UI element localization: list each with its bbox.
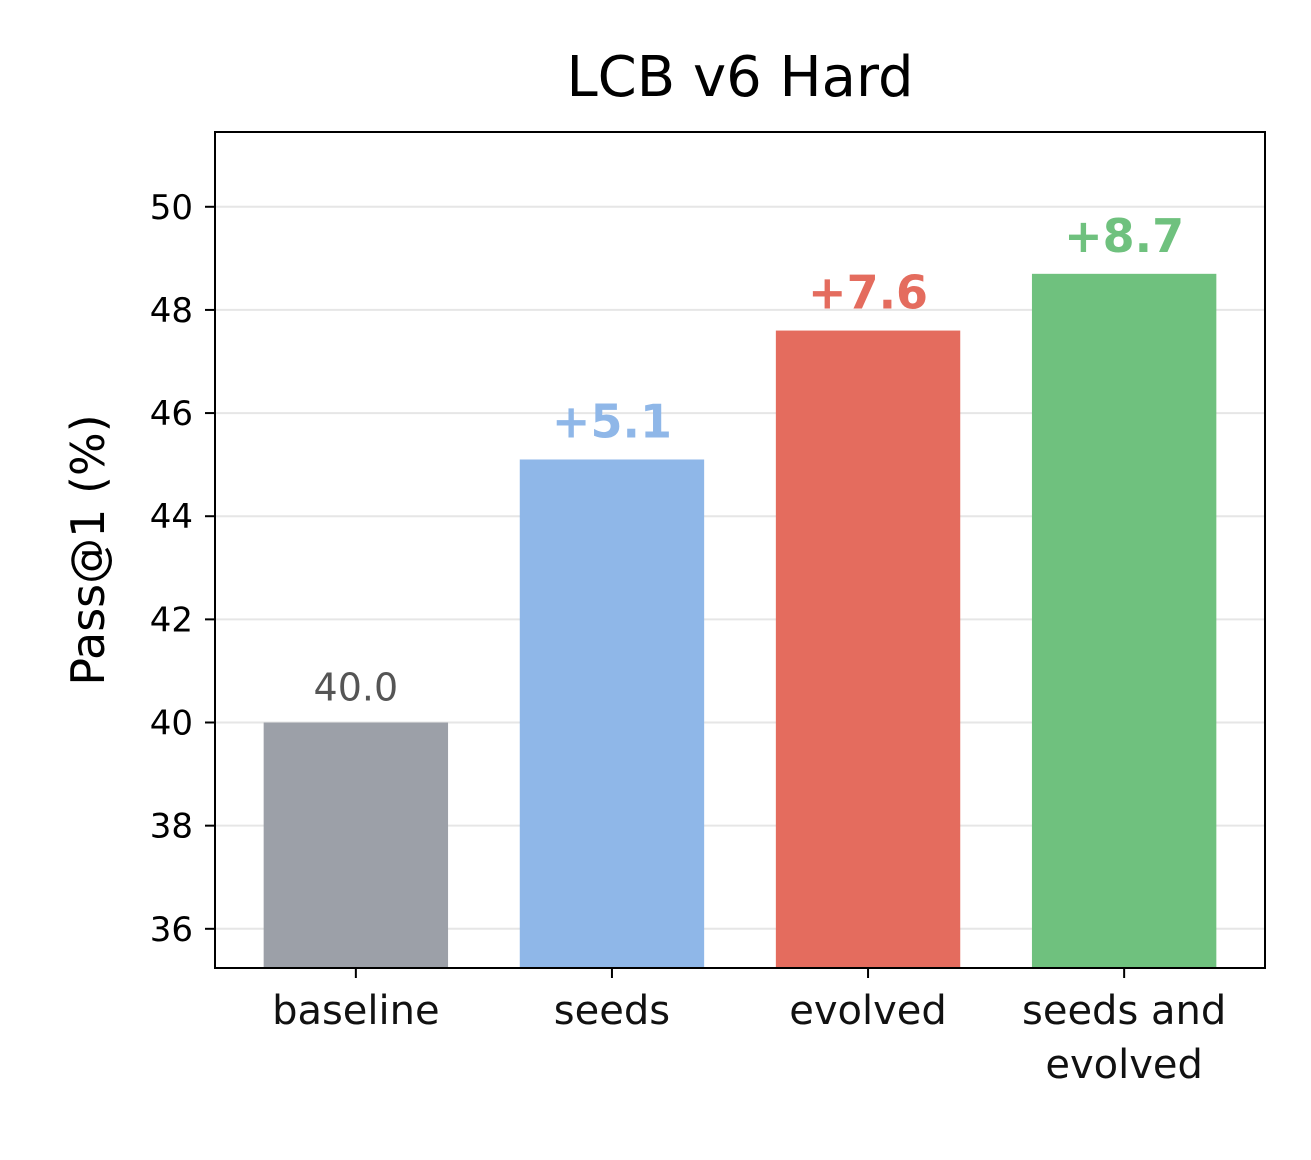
y-axis-label: Pass@1 (%) [61,414,115,685]
bar [775,330,961,968]
value-label: 40.0 [314,666,399,710]
y-tick-label: 46 [150,394,193,434]
x-tick-label: seeds and evolved [1022,988,1227,1088]
plot-frame [214,131,1266,969]
x-tick-label: baseline [272,988,440,1034]
bar [519,459,705,968]
bar [1031,273,1217,968]
delta-label: +8.7 [1064,209,1184,263]
x-tick-label: seeds [553,988,671,1034]
y-tick-label: 50 [150,188,193,228]
y-tick-label: 48 [150,291,193,331]
y-tick-label: 40 [150,704,193,744]
delta-label: +7.6 [808,266,928,320]
x-tick-label: evolved [789,988,947,1034]
delta-label: +5.1 [552,394,672,448]
y-tick-label: 42 [150,600,193,640]
y-tick-label: 36 [150,910,193,950]
bar [263,722,449,968]
chart-title: LCB v6 Hard [566,45,913,110]
y-tick-label: 44 [150,497,193,537]
y-tick-label: 38 [150,807,193,847]
